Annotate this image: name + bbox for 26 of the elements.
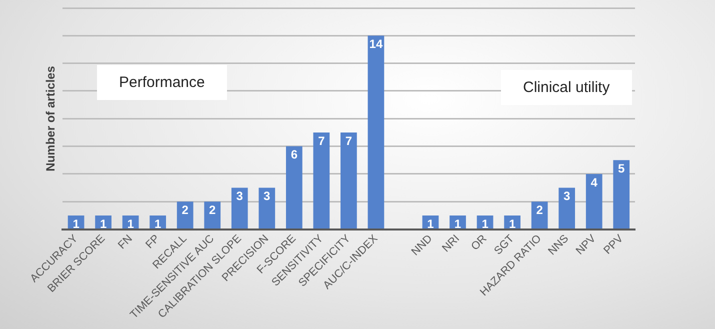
data-label: 3 bbox=[236, 189, 244, 204]
data-label: 1 bbox=[100, 216, 107, 231]
data-label: 7 bbox=[318, 134, 326, 148]
data-label: 1 bbox=[427, 216, 434, 231]
data-label: 4 bbox=[590, 175, 598, 190]
annotation: Clinical utility bbox=[501, 70, 632, 105]
x-tick-label: OR bbox=[469, 232, 490, 253]
data-label: 1 bbox=[154, 216, 162, 231]
x-tick-label: NRI bbox=[440, 232, 462, 255]
data-label: 3 bbox=[264, 189, 271, 204]
data-label: 7 bbox=[345, 134, 352, 148]
data-label: 1 bbox=[508, 216, 516, 231]
x-tick-label: FN bbox=[116, 232, 135, 252]
data-label: 1 bbox=[72, 216, 80, 231]
data-label: 5 bbox=[618, 161, 626, 176]
data-label: 3 bbox=[563, 189, 570, 204]
annotation: Performance bbox=[97, 65, 227, 100]
data-label: 1 bbox=[127, 216, 134, 231]
data-label: 1 bbox=[454, 216, 462, 231]
data-label: 1 bbox=[482, 216, 489, 231]
data-label: 14 bbox=[369, 36, 383, 51]
data-label: 6 bbox=[290, 148, 298, 162]
data-label: 2 bbox=[536, 202, 544, 217]
y-axis-title: Number of articles bbox=[44, 66, 58, 172]
data-label: 2 bbox=[182, 202, 189, 217]
data-label: 2 bbox=[209, 202, 216, 217]
